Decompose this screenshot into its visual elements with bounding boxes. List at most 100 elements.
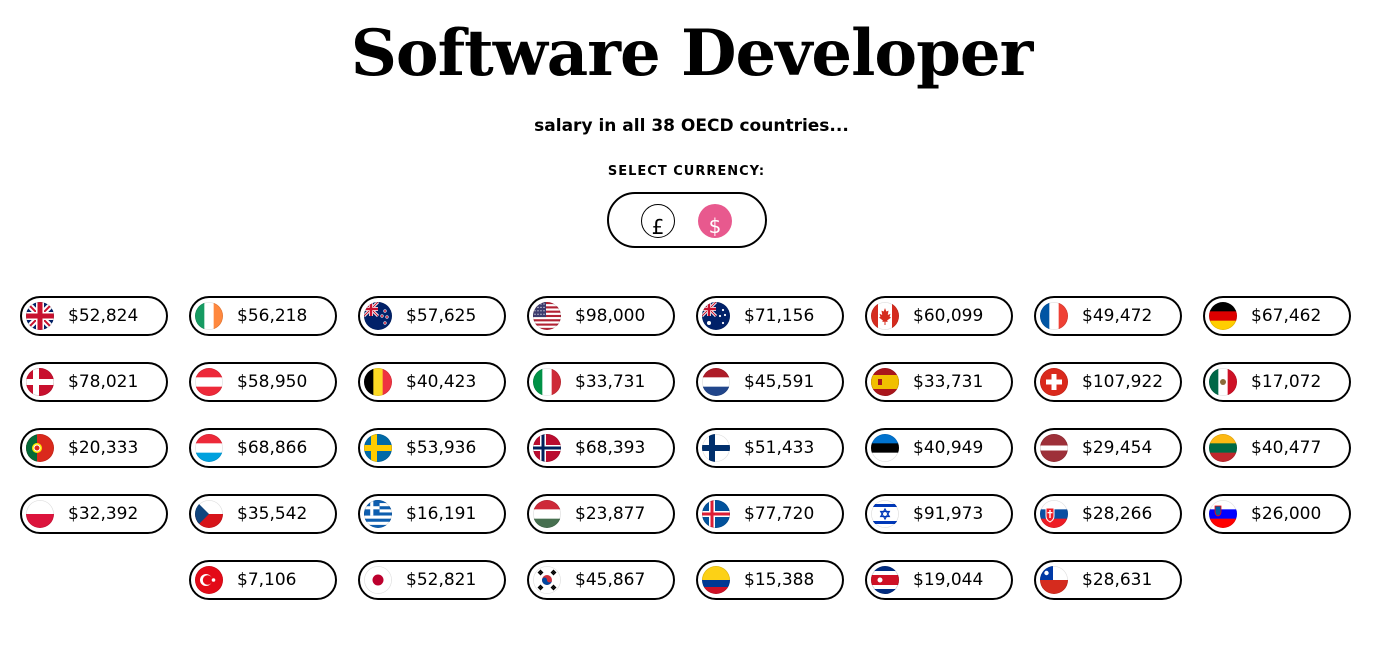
country-salary-france[interactable]: $49,472 [1034, 296, 1182, 336]
salary-amount: $91,973 [913, 504, 984, 524]
country-salary-germany[interactable]: $67,462 [1203, 296, 1351, 336]
country-salary-slovakia[interactable]: $28,266 [1034, 494, 1182, 534]
salary-amount: $52,821 [406, 570, 477, 590]
salary-amount: $7,106 [237, 570, 297, 590]
finland-flag-icon [702, 434, 730, 462]
salary-amount: $60,099 [913, 306, 984, 326]
salary-amount: $20,333 [68, 438, 139, 458]
slovakia-flag-icon [1040, 500, 1068, 528]
new-zealand-flag-icon [364, 302, 392, 330]
country-salary-new-zealand[interactable]: $57,625 [358, 296, 506, 336]
salary-amount: $45,867 [575, 570, 646, 590]
salary-amount: $52,824 [68, 306, 139, 326]
poland-flag-icon [26, 500, 54, 528]
sweden-flag-icon [364, 434, 392, 462]
country-salary-sweden[interactable]: $53,936 [358, 428, 506, 468]
salary-amount: $26,000 [1251, 504, 1322, 524]
country-salary-hungary[interactable]: $23,877 [527, 494, 675, 534]
country-salary-norway[interactable]: $68,393 [527, 428, 675, 468]
country-salary-canada[interactable]: $60,099 [865, 296, 1013, 336]
country-salary-israel[interactable]: $91,973 [865, 494, 1013, 534]
denmark-flag-icon [26, 368, 54, 396]
country-salary-czech-republic[interactable]: $35,542 [189, 494, 337, 534]
currency-selector-label: SELECT CURRENCY: [607, 164, 766, 179]
salary-amount: $19,044 [913, 570, 984, 590]
country-salary-slovenia[interactable]: $26,000 [1203, 494, 1351, 534]
country-salary-costa-rica[interactable]: $19,044 [865, 560, 1013, 600]
country-salary-austria[interactable]: $58,950 [189, 362, 337, 402]
country-salary-luxembourg[interactable]: $68,866 [189, 428, 337, 468]
czech-republic-flag-icon [195, 500, 223, 528]
france-flag-icon [1040, 302, 1068, 330]
norway-flag-icon [533, 434, 561, 462]
netherlands-flag-icon [702, 368, 730, 396]
currency-toggle[interactable]: £ $ [607, 192, 767, 248]
country-salary-lithuania[interactable]: $40,477 [1203, 428, 1351, 468]
greece-flag-icon [364, 500, 392, 528]
country-salary-estonia[interactable]: $40,949 [865, 428, 1013, 468]
belgium-flag-icon [364, 368, 392, 396]
salary-amount: $40,423 [406, 372, 477, 392]
page-subtitle: salary in all 38 OECD countries... [534, 116, 849, 136]
country-salary-belgium[interactable]: $40,423 [358, 362, 506, 402]
country-salary-south-korea[interactable]: $45,867 [527, 560, 675, 600]
salary-amount: $58,950 [237, 372, 308, 392]
salary-amount: $98,000 [575, 306, 646, 326]
country-salary-ireland[interactable]: $56,218 [189, 296, 337, 336]
currency-gbp-button[interactable]: £ [641, 204, 675, 238]
country-salary-turkey[interactable]: $7,106 [189, 560, 337, 600]
country-salary-united-kingdom[interactable]: $52,824 [20, 296, 168, 336]
country-salary-mexico[interactable]: $17,072 [1203, 362, 1351, 402]
hungary-flag-icon [533, 500, 561, 528]
country-salary-australia[interactable]: $71,156 [696, 296, 844, 336]
country-salary-chile[interactable]: $28,631 [1034, 560, 1182, 600]
salary-amount: $16,191 [406, 504, 477, 524]
estonia-flag-icon [871, 434, 899, 462]
lithuania-flag-icon [1209, 434, 1237, 462]
salary-amount: $71,156 [744, 306, 815, 326]
south-korea-flag-icon [533, 566, 561, 594]
salary-amount: $56,218 [237, 306, 308, 326]
salary-amount: $57,625 [406, 306, 477, 326]
country-salary-denmark[interactable]: $78,021 [20, 362, 168, 402]
salary-amount: $33,731 [575, 372, 646, 392]
switzerland-flag-icon [1040, 368, 1068, 396]
country-salary-portugal[interactable]: $20,333 [20, 428, 168, 468]
country-salary-colombia[interactable]: $15,388 [696, 560, 844, 600]
spain-flag-icon [871, 368, 899, 396]
colombia-flag-icon [702, 566, 730, 594]
country-salary-latvia[interactable]: $29,454 [1034, 428, 1182, 468]
country-salary-finland[interactable]: $51,433 [696, 428, 844, 468]
costa-rica-flag-icon [871, 566, 899, 594]
latvia-flag-icon [1040, 434, 1068, 462]
currency-usd-button[interactable]: $ [698, 204, 732, 238]
salary-amount: $40,949 [913, 438, 984, 458]
salary-amount: $51,433 [744, 438, 815, 458]
salary-amount: $32,392 [68, 504, 139, 524]
country-salary-united-states[interactable]: $98,000 [527, 296, 675, 336]
country-salary-iceland[interactable]: $77,720 [696, 494, 844, 534]
chile-flag-icon [1040, 566, 1068, 594]
germany-flag-icon [1209, 302, 1237, 330]
salary-amount: $77,720 [744, 504, 815, 524]
country-salary-poland[interactable]: $32,392 [20, 494, 168, 534]
salary-amount: $17,072 [1251, 372, 1322, 392]
country-salary-greece[interactable]: $16,191 [358, 494, 506, 534]
salary-amount: $33,731 [913, 372, 984, 392]
country-salary-japan[interactable]: $52,821 [358, 560, 506, 600]
salary-amount: $15,388 [744, 570, 815, 590]
country-salary-spain[interactable]: $33,731 [865, 362, 1013, 402]
salary-amount: $68,866 [237, 438, 308, 458]
country-salary-italy[interactable]: $33,731 [527, 362, 675, 402]
salary-amount: $53,936 [406, 438, 477, 458]
japan-flag-icon [364, 566, 392, 594]
portugal-flag-icon [26, 434, 54, 462]
salary-amount: $68,393 [575, 438, 646, 458]
country-salary-switzerland[interactable]: $107,922 [1034, 362, 1182, 402]
country-salary-netherlands[interactable]: $45,591 [696, 362, 844, 402]
australia-flag-icon [702, 302, 730, 330]
canada-flag-icon [871, 302, 899, 330]
mexico-flag-icon [1209, 368, 1237, 396]
salary-amount: $40,477 [1251, 438, 1322, 458]
salary-amount: $107,922 [1082, 372, 1164, 392]
